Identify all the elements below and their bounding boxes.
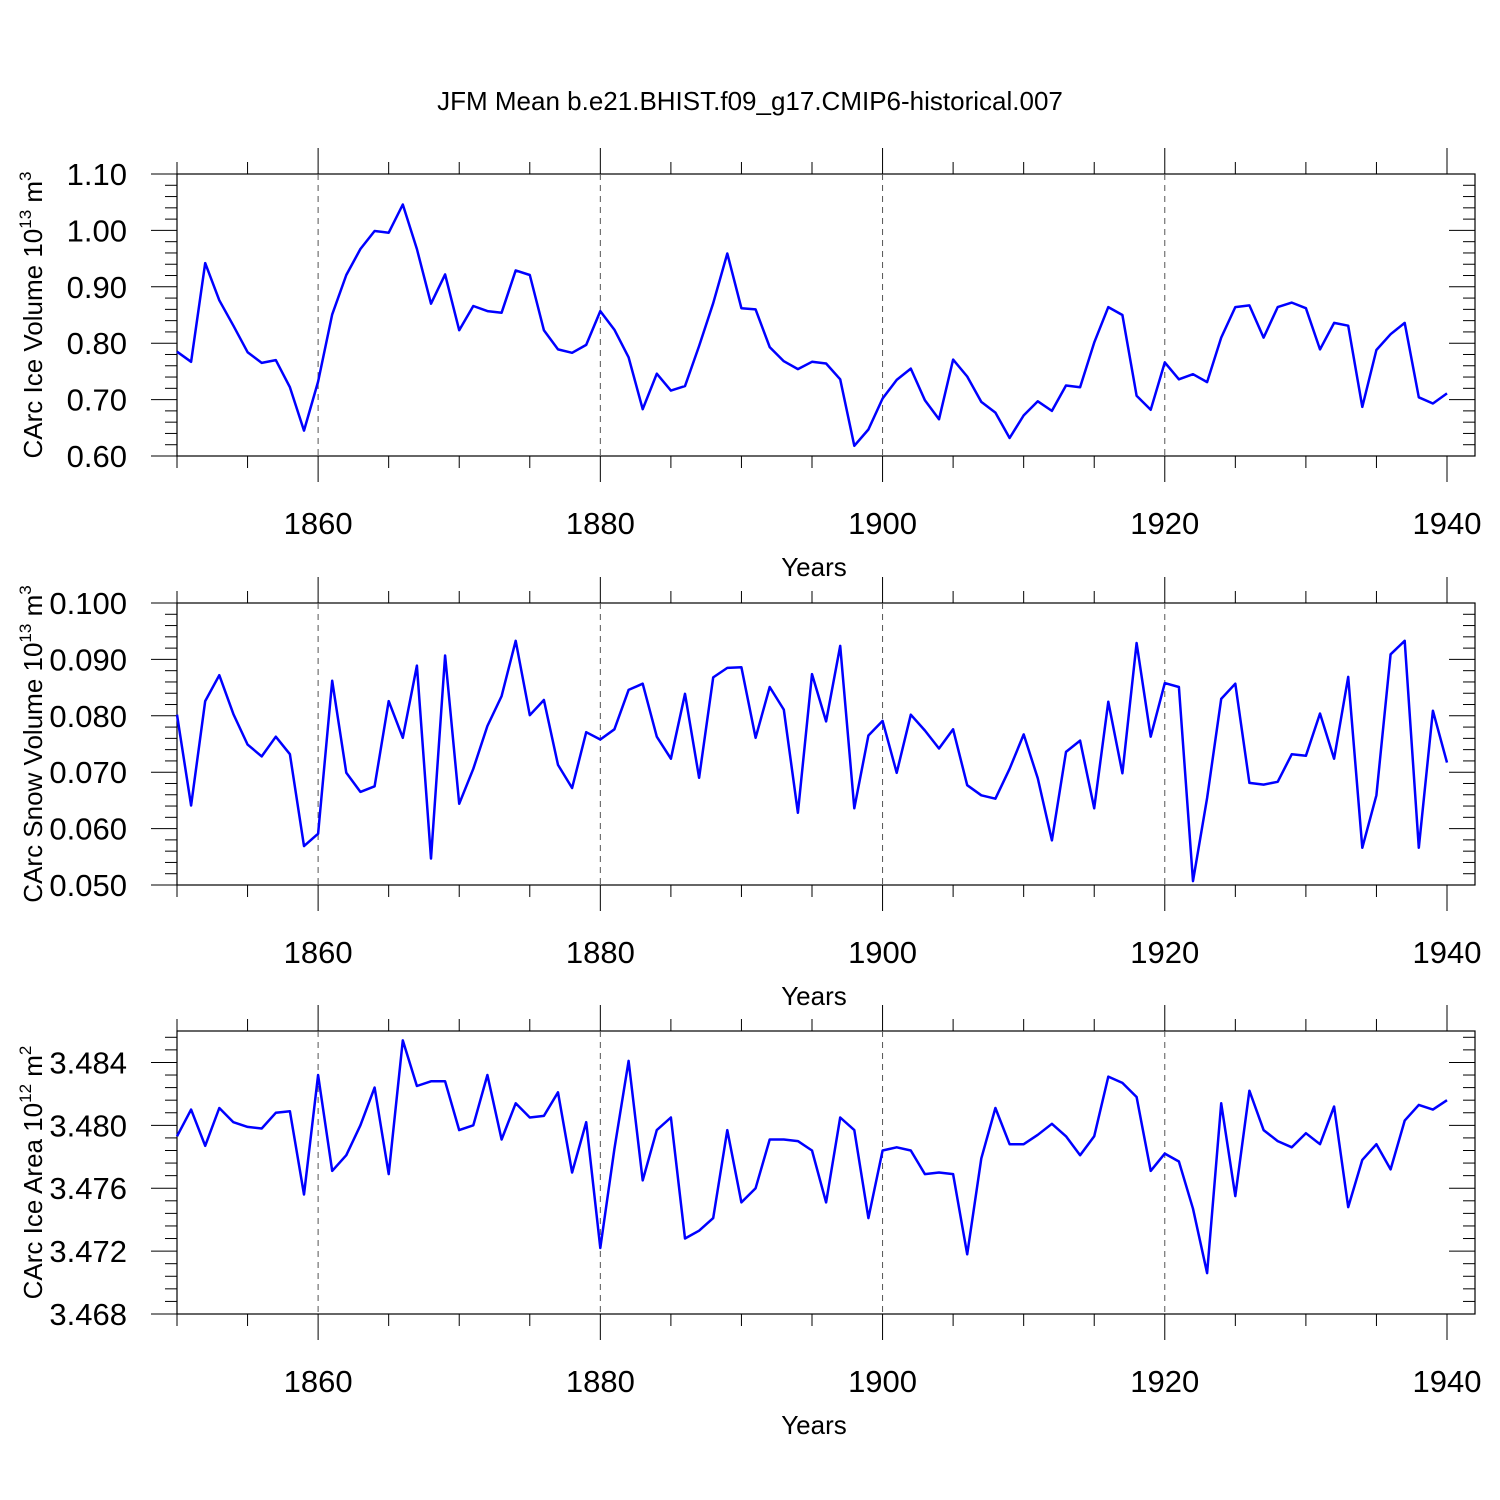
x-tick-label: 1860 bbox=[284, 506, 353, 541]
y-tick-label: 0.060 bbox=[49, 812, 127, 847]
series-line bbox=[176, 203, 1448, 448]
plot-frame bbox=[176, 602, 1476, 886]
x-tick-label: 1940 bbox=[1413, 935, 1482, 970]
plot-frame bbox=[176, 1030, 1476, 1315]
x-tick-label: 1920 bbox=[1130, 506, 1199, 541]
y-tick-label: 0.050 bbox=[49, 868, 127, 903]
panels: 1860 1880 1900 1920 1940 Years 0.60 0.70 0.80 0.9… bbox=[16, 148, 1481, 1440]
y-tick-label: 0.100 bbox=[49, 586, 127, 621]
series-line bbox=[175, 1039, 1448, 1275]
y-tick-label: 0.80 bbox=[67, 326, 127, 361]
y-axis-title: CArc Ice Area 1012 m2 bbox=[16, 1046, 48, 1300]
x-tick-label: 1860 bbox=[284, 935, 353, 970]
x-tick-label: 1880 bbox=[566, 935, 635, 970]
y-tick-label: 0.70 bbox=[67, 383, 127, 418]
x-axis-title: Years bbox=[781, 552, 847, 582]
x-axis-title: Years bbox=[781, 981, 847, 1011]
x-tick-label: 1900 bbox=[848, 506, 917, 541]
chart-panel-2: 1860 1880 1900 1920 1940 Years 0.050 0.060 0.070… bbox=[16, 577, 1481, 1011]
series-line bbox=[175, 639, 1449, 883]
x-tick-label: 1880 bbox=[566, 506, 635, 541]
x-tick-label: 1900 bbox=[848, 935, 917, 970]
x-tick-label: 1900 bbox=[848, 1364, 917, 1399]
plot-frame bbox=[176, 173, 1476, 457]
y-tick-label: 0.080 bbox=[49, 699, 127, 734]
y-tick-label: 0.090 bbox=[49, 642, 127, 677]
x-tick-label: 1940 bbox=[1413, 506, 1482, 541]
x-axis-title: Years bbox=[781, 1410, 847, 1440]
chart-panel-3: 1860 1880 1900 1920 1940 Years 3.468 3.472 3.476… bbox=[16, 1005, 1481, 1440]
x-tick-label: 1920 bbox=[1130, 1364, 1199, 1399]
y-axis-title: CArc Snow Volume 1013 m3 bbox=[16, 585, 48, 902]
y-tick-label: 1.00 bbox=[67, 213, 127, 248]
y-tick-label: 3.472 bbox=[49, 1234, 127, 1269]
y-tick-label: 3.468 bbox=[49, 1297, 127, 1332]
x-tick-label: 1880 bbox=[566, 1364, 635, 1399]
y-tick-label: 3.476 bbox=[49, 1171, 127, 1206]
figure-title: JFM Mean b.e21.BHIST.f09_g17.CMIP6-histo… bbox=[437, 86, 1063, 116]
y-axis-title: CArc Ice Volume 1013 m3 bbox=[16, 171, 48, 458]
y-tick-label: 0.60 bbox=[67, 439, 127, 474]
chart-panel-1: 1860 1880 1900 1920 1940 Years 0.60 0.70 0.80 0.9… bbox=[16, 148, 1481, 582]
y-tick-label: 0.90 bbox=[67, 270, 127, 305]
y-tick-label: 3.484 bbox=[49, 1045, 127, 1080]
y-tick-label: 0.070 bbox=[49, 755, 127, 790]
x-tick-label: 1860 bbox=[284, 1364, 353, 1399]
x-tick-label: 1920 bbox=[1130, 935, 1199, 970]
y-tick-label: 3.480 bbox=[49, 1108, 127, 1143]
y-tick-label: 1.10 bbox=[67, 157, 127, 192]
x-tick-label: 1940 bbox=[1413, 1364, 1482, 1399]
